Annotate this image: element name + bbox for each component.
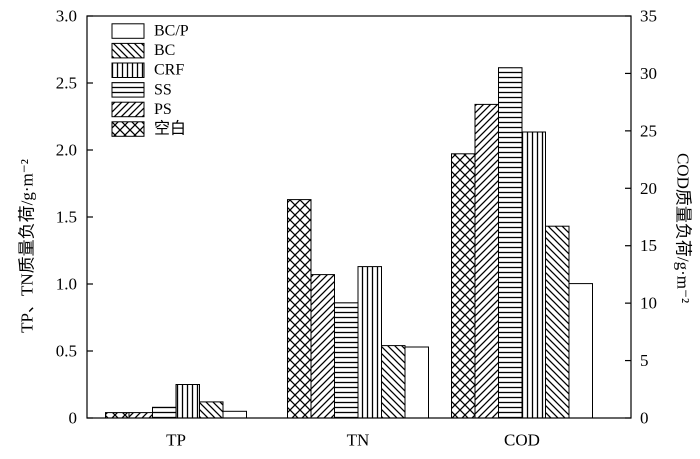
- y-right-tick-label: 25: [640, 121, 657, 140]
- bar-tn-series-5: [381, 345, 406, 419]
- legend-label: BC: [154, 42, 175, 59]
- bar-cod-series-1: [451, 153, 476, 419]
- y-left-tick-label: 3.0: [56, 7, 77, 26]
- bars-layer: [105, 67, 593, 419]
- bar-tp-series-4: [175, 384, 200, 419]
- legend-label: BC/P: [154, 23, 189, 40]
- legend-swatch: [111, 101, 145, 118]
- bar-tp-series-5: [199, 401, 224, 419]
- x-category-label-cod: COD: [504, 431, 540, 450]
- bar-tn-series-2: [310, 274, 335, 419]
- bar-tp-series-3: [152, 406, 177, 419]
- y-right-tick-label: 10: [640, 294, 657, 313]
- y-right-tick-label: 20: [640, 179, 657, 198]
- legend-swatch: [111, 62, 145, 78]
- legend-swatch: [111, 82, 145, 98]
- bar-tp-series-2: [128, 412, 153, 419]
- legend-swatch: [111, 121, 145, 137]
- y-left-tick-label: 2.5: [56, 74, 77, 93]
- legend-label: PS: [154, 101, 172, 118]
- legend-label: SS: [154, 81, 172, 98]
- legend: BC/P BC CRF SS PS 空白: [111, 23, 189, 138]
- bar-cod-series-3: [498, 67, 523, 419]
- y-right-tick-label: 30: [640, 64, 657, 83]
- bar-cod-series-6: [568, 283, 593, 419]
- legend-label: 空白: [154, 120, 186, 138]
- y-right-axis-title: COD质量负荷/g·m⁻²: [674, 153, 693, 303]
- bar-cod-series-4: [521, 131, 546, 419]
- legend-swatch: [111, 23, 145, 39]
- y-left-axis-title: TP、TN质量负荷/g·m⁻²: [18, 159, 37, 333]
- y-right-tick-label: 5: [640, 351, 649, 370]
- y-right-tick-label: 35: [640, 7, 657, 26]
- bar-tn-series-1: [287, 199, 312, 419]
- y-left-tick-label: 1.5: [56, 208, 77, 227]
- bar-tn-series-4: [357, 266, 382, 419]
- bar-tn-series-3: [334, 302, 359, 419]
- bar-tp-series-1: [105, 412, 130, 419]
- y-left-tick-label: 0: [69, 409, 78, 428]
- y-left-tick-label: 1.0: [56, 275, 77, 294]
- bar-tn-series-6: [404, 346, 429, 419]
- axes-layer: 0 0.5 1.0 1.5 2.0 2.5 3.0 0 5 10 15 20 25 30 35 TP TN COD: [56, 7, 657, 450]
- y-left-tick-label: 2.0: [56, 141, 77, 160]
- y-right-tick-label: 0: [640, 409, 649, 428]
- bar-tp-series-6: [222, 410, 247, 419]
- x-category-label-tn: TN: [347, 431, 370, 450]
- x-category-label-tp: TP: [166, 431, 186, 450]
- legend-label: CRF: [154, 62, 184, 79]
- y-left-tick-label: 0.5: [56, 342, 77, 361]
- legend-swatch: [111, 42, 145, 59]
- bar-cod-series-2: [474, 103, 499, 419]
- y-right-tick-label: 15: [640, 236, 657, 255]
- bar-cod-series-5: [545, 225, 570, 419]
